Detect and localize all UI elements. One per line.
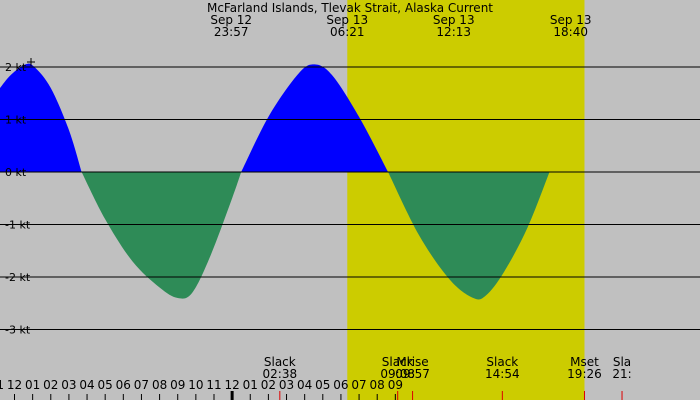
x-tick-label: 11	[206, 378, 221, 392]
x-axis-hour-ticks: 1112010203040506070809101112010203040506…	[0, 378, 403, 400]
x-tick-label: 06	[333, 378, 348, 392]
x-tick-label: 02	[261, 378, 276, 392]
bottom-event-time: 19:26	[567, 367, 602, 381]
x-tick-label: 05	[98, 378, 113, 392]
x-tick-label: 08	[370, 378, 385, 392]
x-tick-label: 06	[116, 378, 131, 392]
y-tick-label: 0 kt	[5, 166, 27, 179]
x-tick-label: 03	[61, 378, 76, 392]
bottom-event-label: Slack	[264, 355, 296, 369]
y-tick-label: 2 kt	[5, 61, 27, 74]
chart-title: McFarland Islands, Tlevak Strait, Alaska…	[207, 1, 493, 15]
y-axis-labels: 2 kt 1 kt 0 kt -1 kt -2 kt -3 kt	[5, 61, 31, 337]
x-tick-label: 11	[0, 378, 4, 392]
grid-lines	[0, 58, 700, 330]
x-tick-label: 10	[188, 378, 203, 392]
x-tick-label: 08	[152, 378, 167, 392]
bottom-event-label: Mrise	[396, 355, 428, 369]
bottom-event-label: Slack	[382, 355, 414, 369]
top-event-day: Sep 12	[210, 13, 252, 27]
bottom-event-label: Mset	[570, 355, 599, 369]
y-tick-label: -1 kt	[5, 219, 31, 232]
top-event-time: 23:57	[214, 25, 249, 39]
bottom-event-label: Sla	[613, 355, 631, 369]
flood-area-0	[0, 63, 82, 172]
top-event-day: Sep 13	[550, 13, 592, 27]
top-event-time: 06:21	[330, 25, 365, 39]
bottom-event-labels: Slack02:38Slack09:08Mrise09:57Slack14:54…	[263, 355, 632, 400]
ebb-area-3	[388, 172, 550, 300]
x-tick-label: 09	[170, 378, 185, 392]
x-tick-label: 02	[43, 378, 58, 392]
bottom-event-time: 14:54	[485, 367, 520, 381]
bottom-event-time: 02:38	[263, 367, 298, 381]
bottom-event-time: 21:	[612, 367, 631, 381]
x-tick-label: 04	[79, 378, 94, 392]
top-event-time: 12:13	[436, 25, 471, 39]
x-tick-label: 09	[388, 378, 403, 392]
x-tick-label: 05	[315, 378, 330, 392]
x-tick-label: 01	[25, 378, 40, 392]
x-tick-label: 01	[243, 378, 258, 392]
x-tick-label: 04	[297, 378, 312, 392]
x-tick-label: 12	[7, 378, 22, 392]
y-tick-label: 1 kt	[5, 114, 27, 127]
x-tick-label: 07	[134, 378, 149, 392]
y-tick-label: -2 kt	[5, 271, 31, 284]
top-event-time: 18:40	[553, 25, 588, 39]
top-event-day: Sep 13	[433, 13, 475, 27]
bottom-event-label: Slack	[486, 355, 518, 369]
y-tick-label: -3 kt	[5, 324, 31, 337]
x-tick-label: 03	[279, 378, 294, 392]
current-series	[0, 63, 550, 300]
x-tick-label: 07	[351, 378, 366, 392]
bottom-event-time: 09:08	[380, 367, 415, 381]
ebb-area-1	[81, 172, 242, 299]
flood-area-2	[241, 64, 389, 172]
bottom-event-time: 09:57	[395, 367, 430, 381]
x-tick-label: 12	[224, 378, 239, 392]
top-event-day: Sep 13	[326, 13, 368, 27]
